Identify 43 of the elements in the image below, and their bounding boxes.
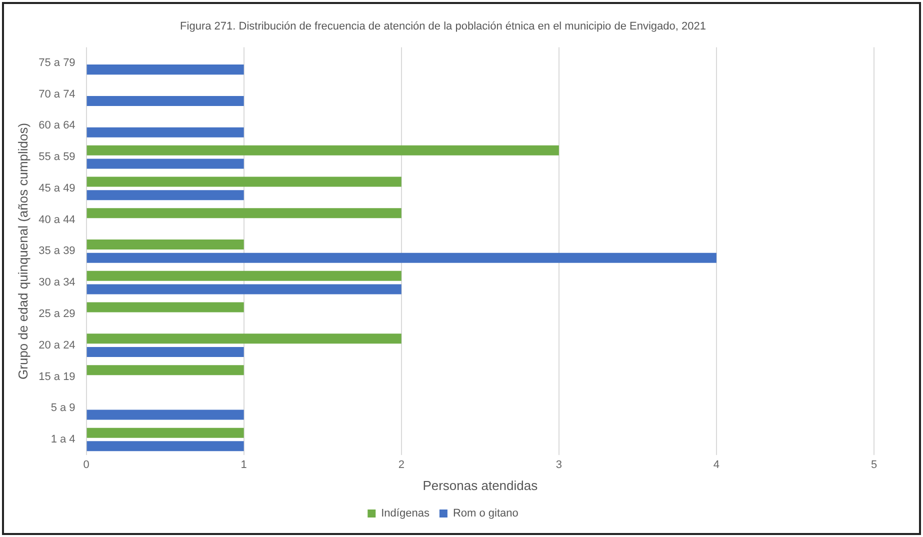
y-tick-label: 15 a 19 [38,370,76,383]
bar [86,334,402,344]
bar [86,365,244,376]
y-tick-label: 70 a 74 [38,88,76,100]
x-tick-label: 3 [556,458,562,471]
bar [86,347,244,358]
bar [86,410,244,420]
y-tick-label: 5 a 9 [50,402,76,414]
x-axis-title: Personas atendidas [422,478,538,493]
bar [86,64,244,75]
bar [86,302,244,312]
y-tick-label: 30 a 34 [38,276,76,289]
bar [86,158,244,169]
bar [86,428,244,438]
y-tick-label: 35 a 39 [38,245,76,258]
legend-label: Indígenas [381,508,430,520]
x-tick-label: 0 [83,458,90,471]
y-tick-label: 1 a 4 [50,434,76,446]
bar [86,96,244,106]
bar [86,441,244,452]
bar [86,176,402,187]
x-tick-label: 2 [398,458,404,471]
y-tick-label: 45 a 49 [38,182,76,194]
bar [86,240,244,250]
x-tick-label: 1 [240,458,247,471]
bar [86,208,402,218]
legend-label: Rom o gitano [452,508,518,520]
y-tick-label: 55 a 59 [38,151,76,164]
y-tick-label: 40 a 44 [38,214,76,226]
bar [86,127,244,138]
chart-title: Figura 271. Distribución de frecuencia de atención de la población étnica en el municipio de Envigado, 2021 [180,20,706,33]
y-tick-label: 60 a 64 [38,120,76,132]
bar [86,284,402,294]
bar [86,190,244,200]
bar [86,145,559,156]
bar [86,252,716,263]
y-tick-label: 75 a 79 [38,56,76,69]
y-tick-label: 20 a 24 [38,339,76,352]
bar [86,270,402,281]
y-tick-label: 25 a 29 [38,308,76,320]
x-tick-label: 5 [870,458,878,471]
y-axis-title: Grupo de edad quinquenal (años cumplidos) [15,122,30,380]
x-tick-label: 4 [713,458,720,471]
